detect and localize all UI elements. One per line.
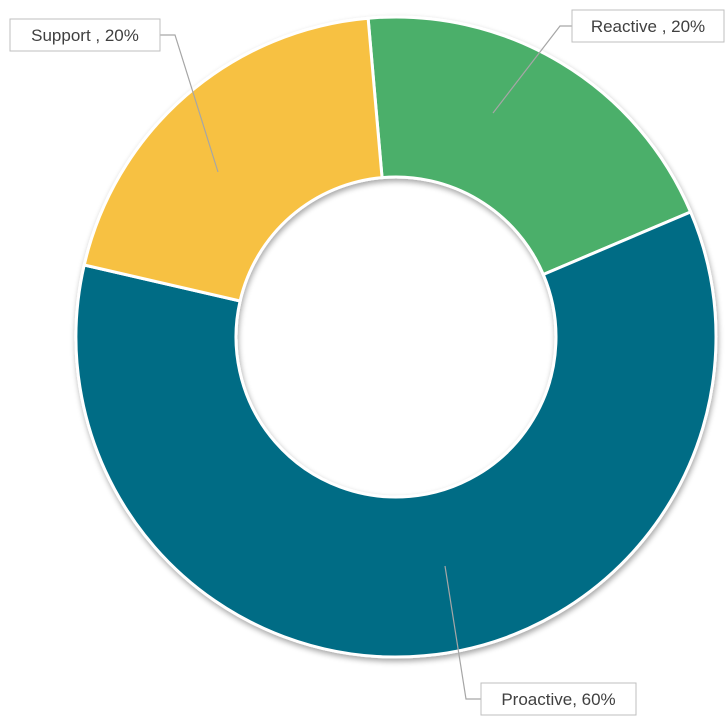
leader-line-proactive [444, 565, 481, 700]
data-label-proactive: Proactive, 60% [501, 690, 615, 709]
data-label-box-reactive [571, 9, 725, 43]
donut-slice-proactive [74, 209, 718, 659]
data-label-reactive: Reactive , 20% [591, 17, 705, 36]
donut-slice-reactive [366, 15, 693, 277]
leader-line-support [160, 34, 219, 173]
data-label-box-proactive [480, 682, 637, 716]
data-label-box-support [9, 18, 161, 52]
leader-line-reactive [492, 25, 572, 114]
data-label-support: Support , 20% [31, 26, 139, 45]
donut-slice-support [82, 16, 384, 303]
